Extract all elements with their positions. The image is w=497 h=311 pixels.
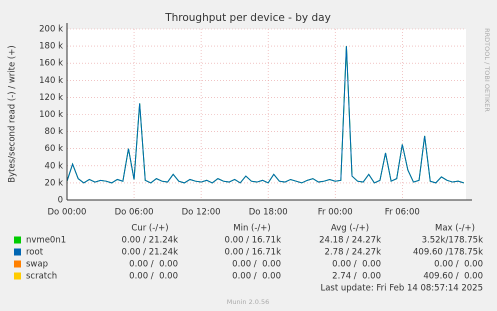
legend-value: 2.78 / 24.27k [325,248,382,258]
legend-label: swap [26,260,48,270]
x-tick-label: Do 00:00 [48,208,87,218]
legend-value: 0.00 / 16.71k [225,236,282,246]
side-text: RRDTOOL / TOBI OETIKER [483,28,491,112]
y-tick-label: 40 k [45,161,64,171]
legend-value: 3.52k/178.75k [422,236,483,246]
legend-value: 0.00 / 21.24k [122,236,179,246]
legend-label: root [26,248,44,258]
y-tick-label: 140 k [39,76,63,86]
legend-value: 0.00 / 0.00 [232,260,281,270]
y-tick-label: 60 k [45,144,64,154]
legend-swatch [14,248,21,256]
legend-swatch [14,236,21,244]
y-tick-label: 80 k [45,127,64,137]
legend-value: 409.60 / 0.00 [423,272,483,282]
x-tick-label: Fr 06:00 [385,208,420,218]
legend-value: 0.00 / 0.00 [332,260,381,270]
legend-swatch [14,260,21,268]
legend-swatch [14,272,21,280]
chart-title: Throughput per device - by day [164,12,331,24]
legend-value: 2.74 / 0.00 [332,272,381,282]
x-tick-label: Fr 00:00 [318,208,353,218]
legend-value: 0.00 / 0.00 [129,272,178,282]
y-tick-label: 20 k [45,178,64,188]
legend-value: 0.00 / 21.24k [122,248,179,258]
legend-value: 24.18 / 24.27k [319,236,381,246]
footer: Munin 2.0.56 [227,298,270,306]
legend-header: Avg (-/+) [331,224,369,234]
legend-value: 0.00 / 16.71k [225,248,282,258]
x-tick-label: Do 06:00 [115,208,154,218]
legend-value: 0.00 / 0.00 [232,272,281,282]
legend-label: nvme0n1 [26,236,66,246]
legend-value: 0.00 / 0.00 [129,260,178,270]
x-tick-label: Do 12:00 [182,208,221,218]
legend-value: 0.00 / 0.00 [434,260,483,270]
y-tick-label: 160 k [39,59,63,69]
legend-label: scratch [26,272,57,282]
y-tick-label: 0 [58,196,63,206]
y-tick-label: 200 k [39,25,63,35]
legend-header: Cur (-/+) [131,224,168,234]
legend-value: 409.60 /178.75k [413,248,483,258]
y-tick-label: 100 k [39,110,63,120]
x-tick-label: Do 18:00 [249,208,288,218]
legend-header: Max (-/+) [435,224,475,234]
last-update: Last update: Fri Feb 14 08:57:14 2025 [320,284,483,294]
y-tick-label: 120 k [39,93,63,103]
y-tick-label: 180 k [39,42,63,52]
series-line [66,46,464,184]
y-axis-label: Bytes/second read (-) / write (+) [8,45,18,182]
legend-header: Min (-/+) [233,224,270,234]
